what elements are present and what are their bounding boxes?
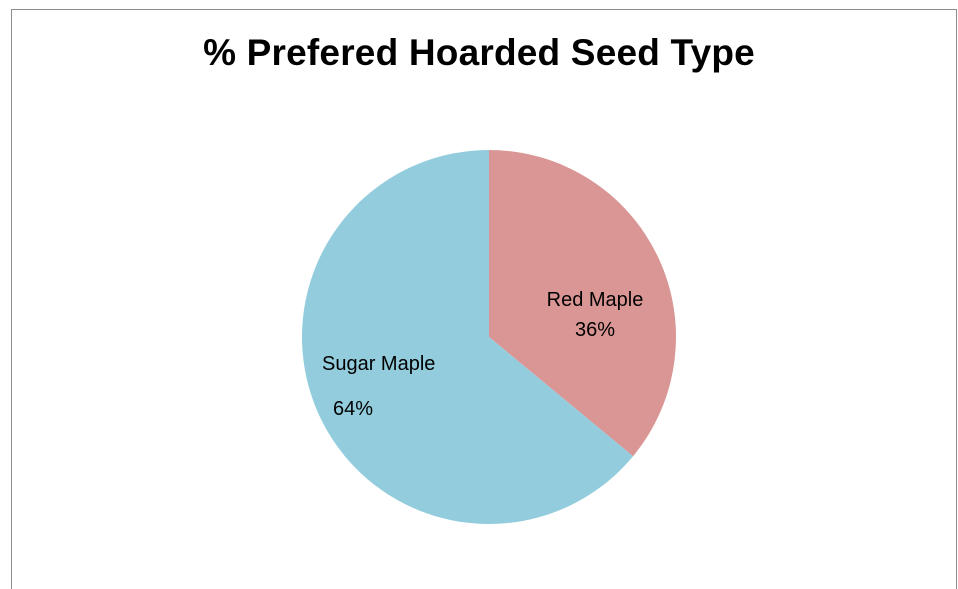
- slice-name-label-sugar-maple: Sugar Maple: [322, 353, 435, 375]
- slice-name-label-red-maple: Red Maple: [547, 289, 644, 311]
- slice-value-label-sugar-maple: 64%: [333, 398, 373, 420]
- pie-slice-red-maple: [489, 150, 676, 457]
- chart-title: % Prefered Hoarded Seed Type: [203, 32, 755, 73]
- slice-value-label-red-maple: 36%: [575, 319, 615, 341]
- pie-slices: [301, 150, 676, 524]
- pie-slice-sugar-maple: [301, 150, 634, 524]
- pie-labels: Red Maple 36% Sugar Maple 64%: [322, 289, 643, 420]
